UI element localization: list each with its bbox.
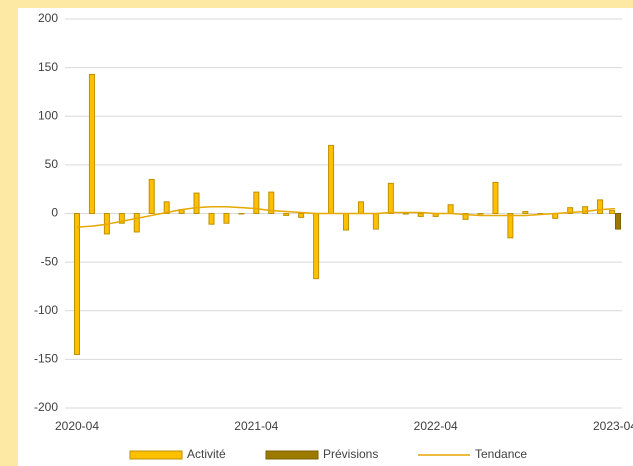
x-tick-label: 2021-04 bbox=[234, 419, 278, 433]
bar bbox=[193, 192, 200, 214]
y-tick-label: -150 bbox=[34, 352, 58, 366]
bar bbox=[118, 213, 125, 224]
bar bbox=[163, 201, 170, 215]
x-tick-label: 2020-04 bbox=[55, 419, 99, 433]
bar bbox=[283, 213, 290, 216]
bar bbox=[208, 213, 215, 225]
legend-label: Activité bbox=[187, 447, 226, 461]
bar bbox=[582, 206, 589, 215]
bar bbox=[372, 213, 379, 230]
bar bbox=[74, 213, 80, 356]
y-tick-label: 200 bbox=[38, 11, 58, 25]
bar bbox=[148, 178, 155, 214]
bar bbox=[238, 213, 245, 215]
bar bbox=[492, 181, 499, 215]
bar bbox=[447, 204, 454, 214]
x-tick-label: 2023-04 bbox=[593, 419, 633, 433]
bar bbox=[313, 213, 320, 280]
bar bbox=[507, 213, 514, 239]
bar bbox=[357, 201, 364, 215]
y-tick-label: 50 bbox=[45, 157, 59, 171]
bar bbox=[343, 213, 349, 231]
y-tick-label: -50 bbox=[41, 254, 59, 268]
legend-label: Prévisions bbox=[323, 447, 378, 461]
bar bbox=[462, 213, 469, 220]
bar bbox=[133, 213, 140, 233]
bar bbox=[223, 213, 230, 224]
bar bbox=[477, 213, 484, 215]
bar bbox=[298, 213, 305, 218]
x-tick-label: 2022-04 bbox=[414, 419, 458, 433]
y-tick-label: 100 bbox=[38, 108, 58, 122]
bar bbox=[567, 207, 574, 214]
y-tick-label: 150 bbox=[38, 60, 58, 74]
legend-swatch bbox=[129, 450, 183, 460]
bar bbox=[402, 213, 409, 215]
bar bbox=[609, 210, 615, 215]
legend-label: Tendance bbox=[475, 447, 527, 461]
trend-line bbox=[76, 205, 616, 228]
bar bbox=[615, 213, 621, 230]
y-tick-label: -200 bbox=[34, 400, 58, 414]
chart-area bbox=[18, 8, 633, 466]
bar bbox=[268, 191, 275, 214]
y-tick-label: -100 bbox=[34, 303, 58, 317]
bar bbox=[387, 182, 394, 214]
legend-swatch bbox=[265, 450, 319, 460]
bar bbox=[522, 211, 529, 214]
y-tick-label: 0 bbox=[51, 206, 58, 220]
bar bbox=[88, 73, 95, 215]
bar bbox=[253, 191, 260, 214]
bar bbox=[417, 213, 424, 217]
bar bbox=[597, 199, 604, 214]
bar bbox=[328, 144, 335, 214]
